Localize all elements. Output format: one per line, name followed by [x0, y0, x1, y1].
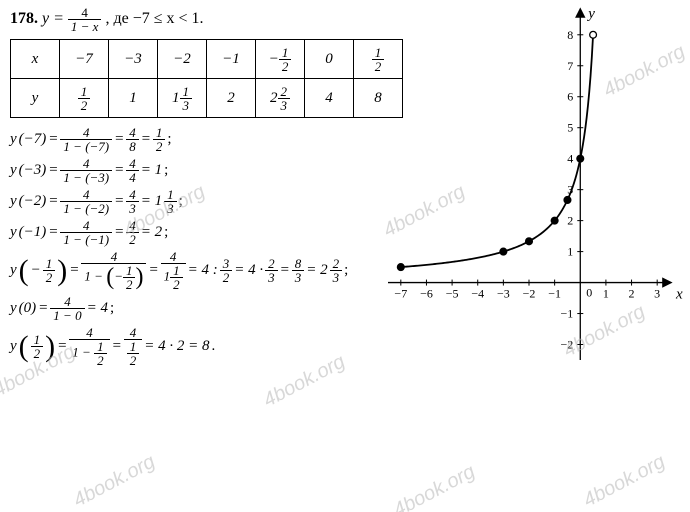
curve [401, 35, 593, 267]
y-cell-4: 223 [256, 79, 305, 118]
page-root: 178. y = 4 1 − x , де −7 ≤ x < 1. x −7 −… [0, 0, 690, 512]
x-cell-5: 0 [305, 40, 354, 79]
y-tick-label: 5 [567, 121, 573, 135]
x-cell-0: −7 [60, 40, 109, 79]
left-column: 178. y = 4 1 − x , де −7 ≤ x < 1. x −7 −… [10, 6, 380, 367]
table-row: y 12 1 113 2 223 4 8 [11, 79, 403, 118]
y-label-cell: y [11, 79, 60, 118]
y-tick-label: 2 [567, 214, 573, 228]
watermark: 4book.org [70, 450, 159, 512]
calc-line: y(−12) = 41 − (−12) = 4112 = 4 : 32 = 4 … [10, 250, 380, 291]
problem-number: 178. [10, 10, 38, 27]
function-chart: −7−6−5−4−3−2−11230−2−112345678xy [380, 2, 686, 370]
y-cell-1: 1 [109, 79, 158, 118]
x-axis-label: x [675, 287, 683, 303]
x-cell-1: −3 [109, 40, 158, 79]
x-tick-label: −4 [471, 287, 484, 301]
x-tick-label: −7 [394, 287, 407, 301]
watermark: 4book.org [390, 460, 479, 512]
data-point [551, 217, 558, 224]
calc-line: y(0) = 41 − 0 = 4; [10, 295, 380, 322]
data-point [500, 248, 507, 255]
func-lhs: y = [42, 10, 64, 27]
table-row: x −7 −3 −2 −1 −12 0 12 [11, 40, 403, 79]
func-fraction: 4 1 − x [68, 6, 102, 33]
y-tick-label: −1 [560, 307, 573, 321]
x-tick-label: −1 [548, 287, 561, 301]
calc-line: y(−3) = 41 − (−3) = 44 = 1; [10, 157, 380, 184]
data-point [564, 197, 571, 204]
x-tick-label: 3 [654, 287, 660, 301]
chart-container: −7−6−5−4−3−2−11230−2−112345678xy [380, 2, 686, 372]
calc-line: y(−2) = 41 − (−2) = 43 = 113; [10, 188, 380, 215]
x-tick-label: 1 [603, 287, 609, 301]
data-point [397, 264, 404, 271]
calculations-block: y(−7) = 41 − (−7) = 48 = 12; y(−3) = 41 −… [10, 126, 380, 367]
y-tick-label: 6 [567, 90, 573, 104]
y-tick-label: −2 [560, 338, 573, 352]
x-tick-label: 2 [629, 287, 635, 301]
value-table: x −7 −3 −2 −1 −12 0 12 y 12 1 113 2 223 … [10, 39, 403, 118]
domain-text: , де −7 ≤ x < 1. [105, 10, 203, 27]
y-tick-label: 7 [567, 59, 573, 73]
x-tick-label: −2 [523, 287, 536, 301]
x-label-cell: x [11, 40, 60, 79]
x-tick-label: −6 [420, 287, 433, 301]
calc-line: y(−1) = 41 − (−1) = 42 = 2; [10, 219, 380, 246]
y-cell-5: 4 [305, 79, 354, 118]
x-cell-2: −2 [158, 40, 207, 79]
x-tick-label: −5 [446, 287, 459, 301]
calc-line: y(−7) = 41 − (−7) = 48 = 12; [10, 126, 380, 153]
y-cell-0: 12 [60, 79, 109, 118]
y-cell-3: 2 [207, 79, 256, 118]
y-axis-label: y [586, 6, 595, 22]
data-point [526, 238, 533, 245]
watermark: 4book.org [580, 450, 669, 512]
y-cell-2: 113 [158, 79, 207, 118]
problem-statement: 178. y = 4 1 − x , де −7 ≤ x < 1. [10, 6, 380, 33]
y-tick-label: 1 [567, 245, 573, 259]
x-cell-3: −1 [207, 40, 256, 79]
x-tick-label: −3 [497, 287, 510, 301]
y-tick-label: 8 [567, 28, 573, 42]
x-cell-4: −12 [256, 40, 305, 79]
calc-line: y(12) = 41 − 12 = 412 = 4 · 2 = 8. [10, 326, 380, 367]
data-point [577, 155, 584, 162]
origin-label: 0 [586, 286, 592, 300]
y-tick-label: 4 [567, 152, 573, 166]
data-point [590, 31, 597, 38]
